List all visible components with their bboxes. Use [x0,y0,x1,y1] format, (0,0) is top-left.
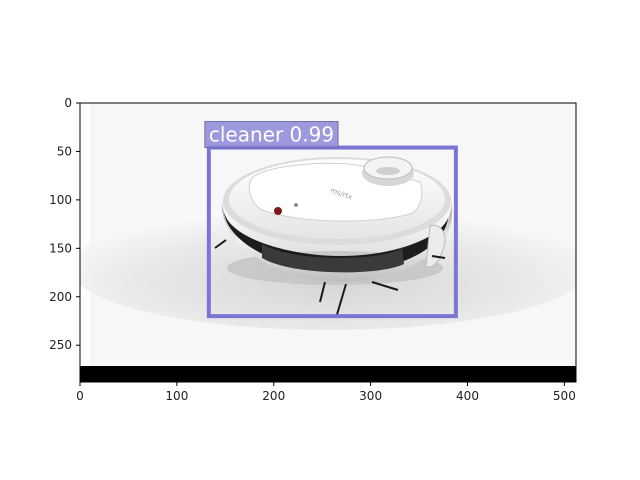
vacuum-power-button [274,207,282,215]
x-tick-label: 400 [456,389,479,403]
bottom-black-bar [80,366,576,382]
x-tick-label: 500 [553,389,576,403]
detection: cleaner 0.99 [204,121,458,319]
robot-vacuum-icon: ms/rtx [214,156,452,319]
x-tick-label: 0 [76,389,84,403]
y-tick-label: 150 [49,241,72,255]
y-tick-label: 100 [49,193,72,207]
axes-frame [79,102,577,383]
photo: ms/rtx [80,103,576,382]
photo-left-strip [80,103,90,382]
detection-label-background [204,121,339,149]
vacuum-side-brushes [214,239,446,319]
vacuum-bumper-window [262,244,404,273]
y-tick-label: 50 [57,144,72,158]
x-tick-label: 200 [262,389,285,403]
x-tick-label: 100 [165,389,188,403]
y-tick-label: 0 [64,96,72,110]
y-tick-label: 250 [49,338,72,352]
x-tick-label: 300 [359,389,382,403]
x-axis: 0 100 200 300 400 500 [76,382,576,403]
y-axis: 0 50 100 150 200 250 [49,96,80,352]
vacuum-sensor-dot [294,203,298,207]
detection-label: cleaner 0.99 [209,123,334,147]
vacuum-lidar-window [376,167,400,175]
y-tick-label: 200 [49,290,72,304]
